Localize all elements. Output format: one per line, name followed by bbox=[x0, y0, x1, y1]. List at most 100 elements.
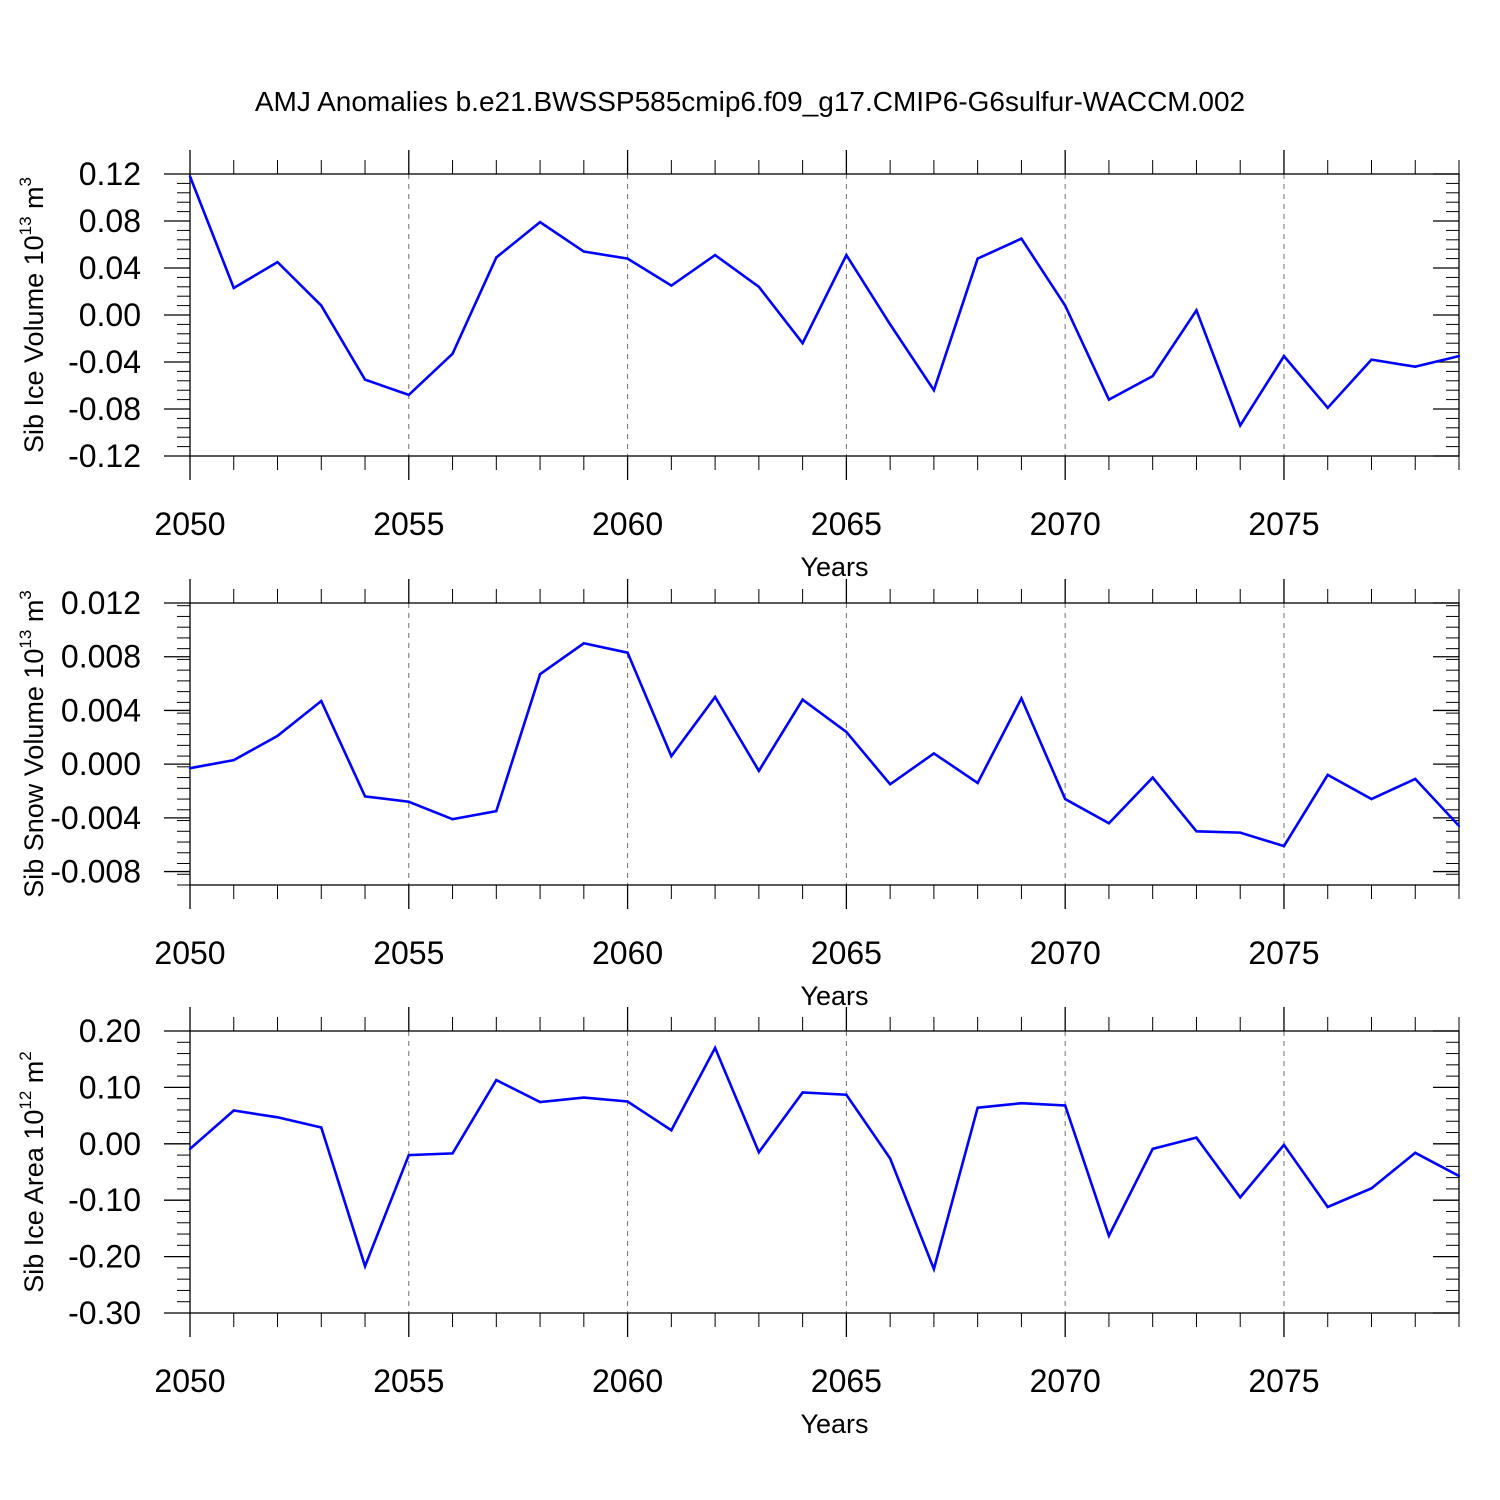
data-point bbox=[932, 752, 936, 755]
data-point bbox=[188, 175, 192, 178]
y-tick-label: -0.08 bbox=[68, 391, 141, 427]
x-tick-label: 2050 bbox=[154, 935, 225, 971]
y-tick-label: 0.008 bbox=[61, 639, 141, 675]
y-tick-label: 0.08 bbox=[79, 203, 141, 239]
data-point bbox=[1414, 365, 1417, 368]
data-point bbox=[1195, 830, 1198, 833]
data-point bbox=[1151, 1147, 1154, 1151]
data-point bbox=[1370, 797, 1373, 801]
x-tick-label: 2070 bbox=[1030, 506, 1101, 542]
data-point bbox=[845, 730, 848, 734]
x-tick-label: 2060 bbox=[592, 506, 663, 542]
series-line bbox=[188, 175, 1460, 429]
data-point bbox=[1063, 304, 1067, 307]
data-point bbox=[976, 781, 979, 785]
data-point bbox=[188, 766, 192, 770]
data-point bbox=[1151, 776, 1154, 779]
data-point bbox=[888, 783, 892, 786]
data-point bbox=[932, 389, 936, 392]
x-tick-label: 2065 bbox=[811, 1363, 882, 1399]
data-point bbox=[801, 1091, 804, 1094]
panel-1: 2050 2055 2060 2065 2070 2075 Years -0.12 -0.08 -… bbox=[16, 150, 1461, 582]
x-axis-label: Years bbox=[800, 1409, 868, 1439]
data-point bbox=[845, 253, 848, 257]
x-tick-label: 2050 bbox=[154, 1363, 225, 1399]
data-point bbox=[1282, 844, 1286, 848]
y-tick-label: -0.20 bbox=[68, 1239, 141, 1275]
y-tick-label: 0.00 bbox=[79, 1126, 141, 1162]
data-point bbox=[1107, 822, 1111, 825]
data-point bbox=[1020, 697, 1023, 700]
data-point bbox=[495, 256, 498, 259]
y-axis-label-prefix: Sib Ice Area 10 bbox=[19, 1110, 49, 1293]
data-point bbox=[670, 284, 673, 287]
data-point bbox=[1326, 773, 1329, 777]
data-point bbox=[363, 795, 367, 798]
data-point bbox=[976, 1106, 979, 1109]
data-point bbox=[1195, 1136, 1198, 1139]
chart-title: AMJ Anomalies b.e21.BWSSP585cmip6.f09_g1… bbox=[255, 86, 1245, 117]
data-point bbox=[582, 250, 586, 253]
data-point bbox=[1151, 374, 1154, 378]
data-point bbox=[451, 1152, 454, 1155]
series-line bbox=[189, 1044, 1460, 1274]
y-axis-label-unit: m bbox=[19, 186, 49, 216]
x-tick-label: 2055 bbox=[373, 506, 444, 542]
y-tick-label: -0.30 bbox=[68, 1295, 141, 1331]
data-point bbox=[976, 257, 979, 260]
plot-frame bbox=[189, 602, 1460, 886]
x-tick-label: 2055 bbox=[373, 1363, 444, 1399]
data-point bbox=[1195, 309, 1198, 312]
data-point bbox=[1457, 354, 1461, 358]
data-point bbox=[1107, 1234, 1111, 1237]
data-point bbox=[582, 1096, 586, 1099]
y-axis-label-unit-exp: 2 bbox=[16, 1051, 35, 1060]
data-point bbox=[626, 651, 629, 654]
y-axis-label: Sib Ice Volume 1013 m3 bbox=[16, 177, 49, 453]
data-point bbox=[1020, 1101, 1023, 1105]
data-point bbox=[276, 1116, 279, 1119]
x-tick-label: 2070 bbox=[1030, 935, 1101, 971]
y-tick-label: -0.04 bbox=[68, 344, 141, 380]
x-tick-label: 2060 bbox=[592, 935, 663, 971]
data-point bbox=[626, 1100, 629, 1103]
y-axis-label-exp: 13 bbox=[16, 630, 35, 649]
data-point bbox=[757, 1151, 761, 1154]
data-point bbox=[1414, 777, 1417, 781]
data-point bbox=[495, 1078, 498, 1082]
data-point bbox=[1239, 1196, 1242, 1199]
data-point bbox=[1063, 797, 1067, 801]
data-point bbox=[495, 809, 498, 813]
data-point bbox=[1457, 824, 1461, 828]
y-tick-label: -0.10 bbox=[68, 1182, 141, 1218]
data-point bbox=[582, 642, 586, 645]
x-tick-label: 2070 bbox=[1030, 1363, 1101, 1399]
data-point bbox=[232, 758, 235, 762]
data-point bbox=[363, 378, 367, 381]
data-point bbox=[407, 1153, 410, 1157]
data-point bbox=[320, 304, 323, 307]
y-tick-label: 0.000 bbox=[61, 746, 141, 782]
data-point bbox=[670, 754, 673, 758]
x-tick-label: 2075 bbox=[1248, 1363, 1319, 1399]
data-point bbox=[1457, 1174, 1461, 1178]
x-tick-label: 2075 bbox=[1248, 506, 1319, 542]
y-axis-label-prefix: Sib Ice Volume 10 bbox=[19, 235, 49, 453]
y-axis-label-unit: m bbox=[19, 1061, 49, 1091]
data-point bbox=[407, 800, 410, 803]
data-point bbox=[276, 734, 279, 738]
data-point bbox=[1282, 1143, 1286, 1147]
data-point bbox=[1370, 1187, 1373, 1190]
data-point bbox=[1107, 398, 1111, 401]
data-point bbox=[888, 1157, 892, 1160]
data-point bbox=[320, 699, 323, 703]
series-line bbox=[189, 641, 1460, 848]
data-point bbox=[713, 1046, 717, 1050]
x-tick-label: 2065 bbox=[811, 935, 882, 971]
data-point bbox=[538, 220, 542, 224]
data-point bbox=[363, 1264, 367, 1268]
data-point bbox=[451, 818, 454, 821]
y-tick-label: 0.10 bbox=[79, 1069, 141, 1105]
plot-frame bbox=[189, 173, 1460, 457]
